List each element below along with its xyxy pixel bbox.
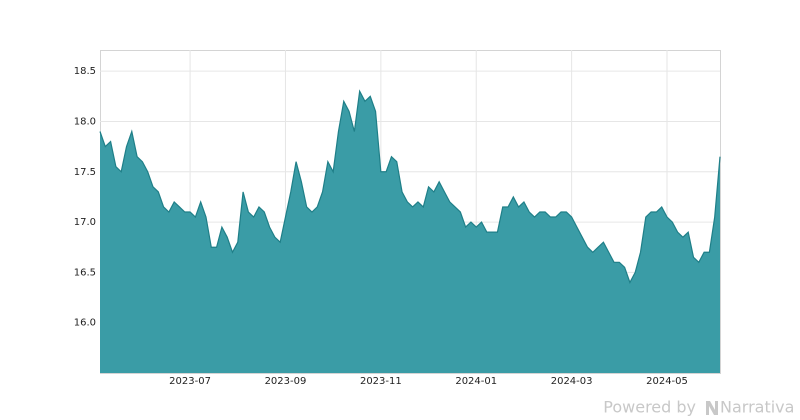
x-tick-label: 2023-11	[360, 376, 402, 387]
y-tick-label: 18.5	[74, 66, 96, 77]
x-tick-label: 2024-03	[551, 376, 593, 387]
x-tick-label: 2024-01	[455, 376, 497, 387]
y-tick-label: 16.0	[74, 318, 96, 329]
brand-logo	[706, 401, 718, 415]
x-tick-label: 2023-09	[265, 376, 307, 387]
y-tick-label: 16.5	[74, 267, 96, 278]
area	[100, 91, 720, 373]
x-tick-label: 2023-07	[169, 376, 211, 387]
y-tick-label: 17.5	[74, 167, 96, 178]
footer-brand: Narrativa	[720, 398, 794, 417]
footer-text: Powered by	[603, 398, 696, 417]
x-tick-label: 2024-05	[646, 376, 688, 387]
area-line	[99, 89, 721, 284]
y-tick-label: 18.0	[74, 116, 96, 127]
y-tick-label: 17.0	[74, 217, 96, 228]
